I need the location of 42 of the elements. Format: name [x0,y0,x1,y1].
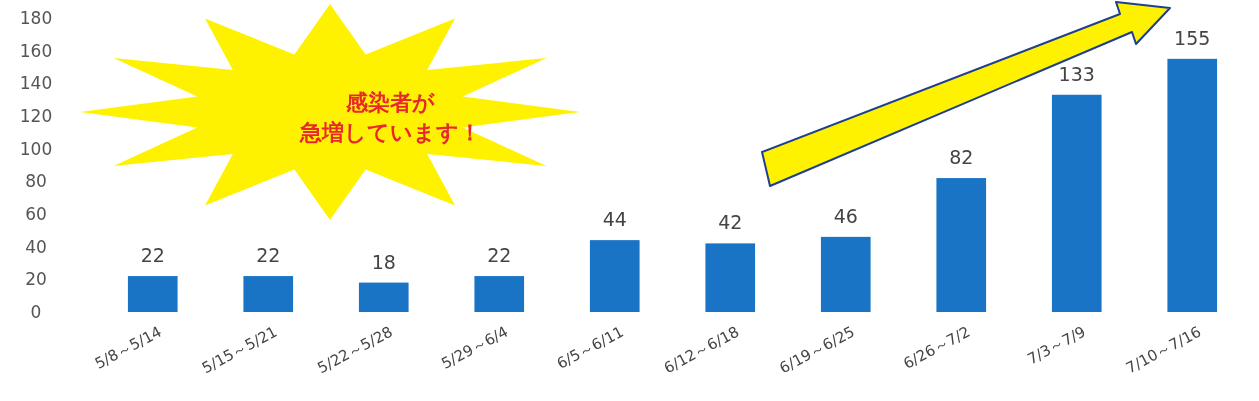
x-tick-label: 6/19～6/25 [776,322,858,378]
x-tick-label: 5/22～5/28 [314,322,396,378]
y-tick-label: 0 [30,302,42,322]
y-tick-label: 100 [19,138,53,159]
y-tick-label: 80 [25,171,47,192]
x-tick-label: 5/29～6/4 [438,322,512,373]
data-label: 155 [1174,26,1211,49]
y-tick-label: 60 [25,204,47,224]
y-tick-label: 20 [25,269,47,290]
x-tick-label: 5/8～5/14 [91,322,165,373]
data-label: 22 [256,244,281,267]
x-tick-label: 7/3～7/9 [1024,322,1089,369]
y-tick-label: 120 [19,106,53,126]
data-label: 22 [487,244,512,267]
y-tick-label: 40 [25,236,47,257]
bar [705,243,756,312]
x-tick-label: 7/10～7/16 [1122,322,1205,378]
x-tick-label: 6/26～7/2 [900,322,974,373]
data-label: 133 [1058,62,1095,85]
data-label: 42 [718,211,743,234]
data-label: 18 [371,250,396,273]
bar [589,240,640,312]
bar [936,178,987,312]
bar [1167,58,1218,312]
data-label: 46 [833,204,858,227]
data-label: 22 [140,244,165,267]
bar [820,236,871,312]
bar [358,282,409,312]
bar [474,276,525,312]
annotation: 感染者が [344,90,435,115]
x-tick-label: 6/5～6/11 [553,322,627,373]
annotation: 急増しています！ [298,120,481,145]
data-label: 82 [949,146,974,169]
y-tick-label: 160 [19,40,53,61]
data-label: 44 [602,208,627,231]
x-tick-label: 6/12～6/18 [660,322,743,378]
y-tick-label: 180 [19,8,53,28]
y-tick-label: 140 [19,73,53,94]
bar [1051,94,1102,312]
bar [127,276,178,312]
x-tick-label: 5/15～5/21 [198,322,281,378]
bar [243,276,294,312]
